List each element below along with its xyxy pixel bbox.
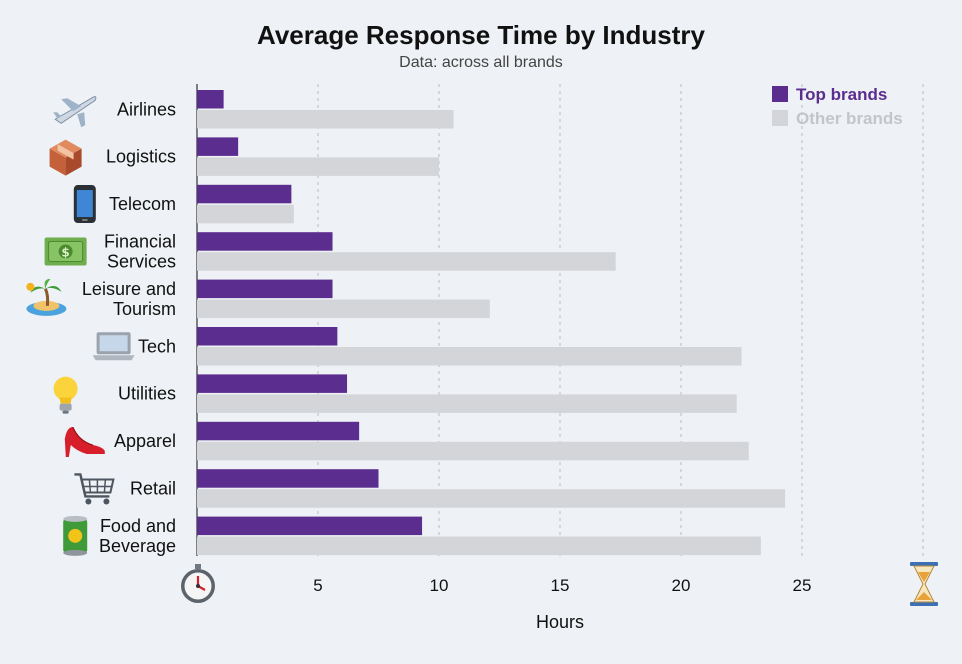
category-label: Tech xyxy=(138,336,176,356)
package-icon xyxy=(49,139,82,176)
bar-top-brands xyxy=(197,516,423,536)
airplane-icon xyxy=(53,96,97,128)
hourglass-icon xyxy=(910,562,938,606)
bar-other-brands xyxy=(197,157,439,176)
bar-other-brands xyxy=(197,204,294,224)
legend-swatch xyxy=(772,110,788,126)
bar-other-brands xyxy=(197,536,761,556)
bar-top-brands xyxy=(197,232,333,251)
chart-title: Average Response Time by Industry xyxy=(257,20,705,50)
category-label: Leisure and Tourism xyxy=(82,279,176,319)
category-label: Apparel xyxy=(114,431,176,451)
bar-other-brands xyxy=(197,441,749,461)
category-label: Airlines xyxy=(117,99,176,119)
mobile-phone-icon xyxy=(73,185,96,224)
bar-top-brands xyxy=(197,279,333,299)
category-label: Financial Services xyxy=(104,231,176,271)
bar-top-brands xyxy=(197,374,348,393)
bar-other-brands xyxy=(197,347,742,366)
legend-swatch xyxy=(772,86,788,102)
x-tick-label: 20 xyxy=(672,576,691,595)
legend-label: Top brands xyxy=(796,85,887,104)
legend-label: Other brands xyxy=(796,109,903,128)
shopping-cart-icon xyxy=(74,473,115,505)
x-tick-label: 15 xyxy=(551,576,570,595)
food-can-icon xyxy=(63,515,88,556)
money-icon: $ xyxy=(44,237,87,266)
bar-top-brands xyxy=(197,327,338,346)
category-label: Food and Beverage xyxy=(99,516,176,556)
bar-top-brands xyxy=(197,90,224,109)
bar-other-brands xyxy=(197,299,490,319)
bar-other-brands xyxy=(197,252,616,271)
light-bulb-icon xyxy=(53,376,78,414)
chart-subtitle: Data: across all brands xyxy=(399,54,563,71)
laptop-icon xyxy=(92,332,135,361)
bar-top-brands xyxy=(197,421,360,441)
x-tick-label: 25 xyxy=(793,576,812,595)
category-label: Telecom xyxy=(109,194,176,214)
stopwatch-icon xyxy=(181,564,215,603)
bar-top-brands xyxy=(197,184,292,204)
x-axis-title: Hours xyxy=(536,612,584,632)
bar-top-brands xyxy=(197,137,239,156)
x-tick-label: 10 xyxy=(430,576,449,595)
category-label: Utilities xyxy=(118,384,176,404)
x-tick-label: 5 xyxy=(313,576,322,595)
bar-other-brands xyxy=(197,489,786,508)
high-heel-icon xyxy=(64,426,105,458)
island-icon xyxy=(26,278,67,316)
category-label: Retail xyxy=(130,478,176,498)
svg-text:$: $ xyxy=(61,245,69,259)
bar-other-brands xyxy=(197,394,737,413)
category-label: Logistics xyxy=(106,147,176,167)
bar-top-brands xyxy=(197,469,379,488)
bar-other-brands xyxy=(197,110,454,129)
